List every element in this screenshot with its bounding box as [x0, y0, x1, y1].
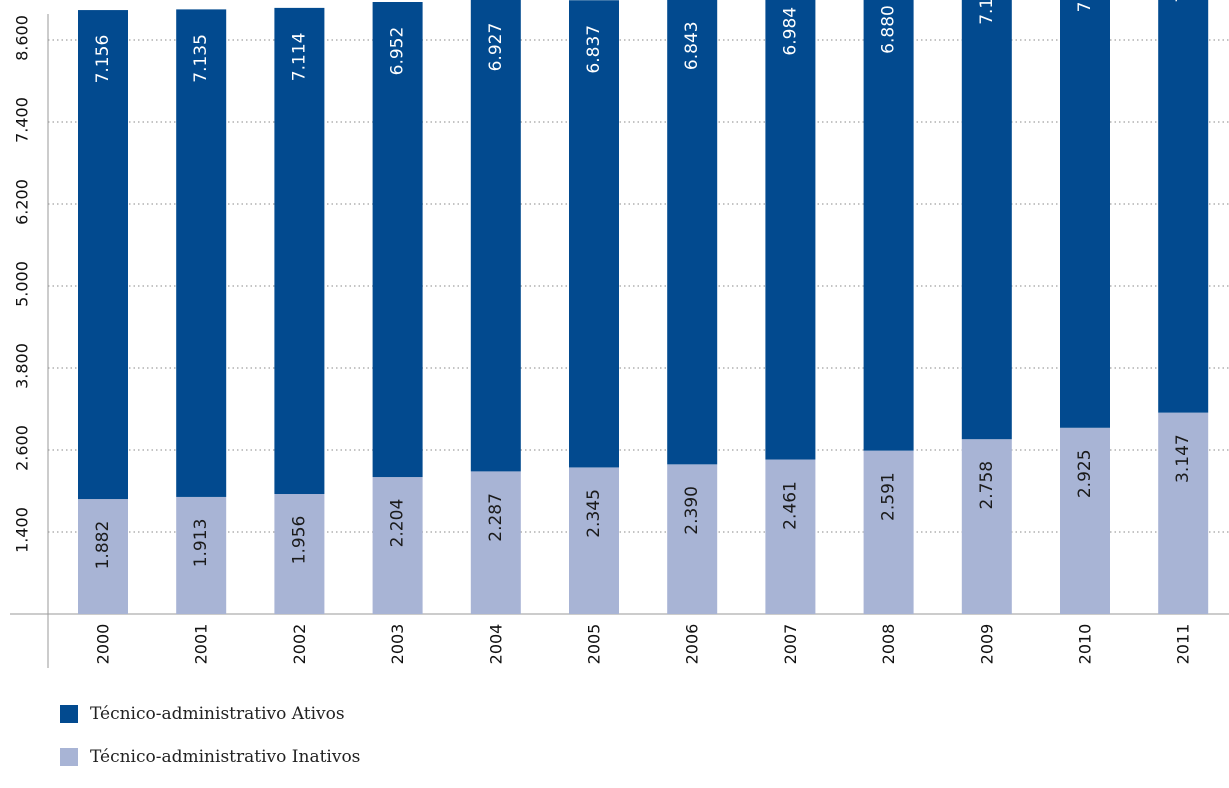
bar-label-ativos: 6.927	[486, 23, 506, 72]
bar-label-inativos: 2.390	[682, 486, 702, 535]
x-tick-label: 2003	[388, 624, 407, 665]
x-tick-label: 2008	[879, 624, 898, 665]
bar-inativos	[78, 499, 128, 614]
x-tick-label: 2001	[192, 624, 211, 665]
y-tick-label: 7.400	[13, 97, 32, 143]
legend-item-inativos: Técnico-administrativo Inativos	[60, 745, 360, 769]
bar-inativos	[1158, 412, 1209, 614]
bar-ativos	[470, 0, 521, 472]
bar-ativos	[1060, 0, 1110, 428]
stacked-bar-chart: 1.400 2.600 3.800 5.000 6.200 7.400 8.600 1.882…	[10, 0, 1229, 668]
bar-ativos	[569, 0, 619, 468]
legend-label-ativos: Técnico-administrativo Ativos	[90, 704, 345, 724]
bar-label-ativos: 7.135	[191, 34, 211, 83]
bar-label-ativos: 6.843	[682, 21, 702, 70]
y-tick-label: 1.400	[13, 507, 32, 553]
legend-label-inativos: Técnico-administrativo Inativos	[90, 747, 361, 767]
x-tick-label: 2004	[486, 624, 505, 665]
bar-label-inativos: 1.956	[289, 516, 309, 565]
x-tick-label: 2011	[1174, 624, 1193, 665]
legend-item-ativos: Técnico-administrativo Ativos	[60, 702, 360, 726]
bar-label-inativos: 3.147	[1173, 434, 1193, 483]
bar-ativos	[78, 10, 128, 500]
legend-swatch-inativos	[60, 748, 78, 766]
x-tick-label: 2000	[94, 624, 113, 665]
x-tick-label: 2002	[290, 624, 309, 665]
bar-ativos	[765, 0, 816, 460]
bar-ativos	[1158, 0, 1209, 413]
bar-inativos	[274, 494, 325, 614]
y-tick-label: 6.200	[13, 179, 32, 225]
bar-ativos	[667, 0, 718, 465]
x-tick-label: 2005	[585, 624, 604, 665]
bar-label-ativos: 6.837	[584, 25, 604, 74]
bar-inativos	[765, 459, 816, 614]
bar-label-ativos: 6.880	[879, 5, 899, 54]
bar-inativos	[372, 477, 423, 614]
bar-label-ativos: 7.114	[289, 33, 309, 82]
bar-inativos	[667, 464, 718, 614]
bar-label-inativos: 2.591	[879, 472, 899, 521]
bar-ativos	[274, 7, 325, 495]
bar-label-inativos: 2.345	[584, 489, 604, 538]
bar-inativos	[1060, 427, 1110, 614]
legend-swatch-ativos	[60, 705, 78, 723]
x-tick-label: 2007	[781, 624, 800, 665]
bar-ativos	[176, 9, 227, 497]
y-tick-label: 8.600	[13, 15, 32, 61]
bar-ativos	[961, 0, 1012, 440]
x-tick-label: 2010	[1076, 624, 1095, 665]
y-tick-label: 5.000	[13, 261, 32, 307]
bar-label-ativos: 6.952	[388, 27, 408, 76]
y-tick-label: 2.600	[13, 425, 32, 471]
legend: Técnico-administrativo Ativos Técnico-ad…	[60, 702, 360, 788]
bar-label-inativos: 2.287	[486, 493, 506, 542]
bar-label-ativos: 6.984	[780, 7, 800, 56]
bar-inativos	[569, 467, 619, 614]
bar-label-inativos: 1.913	[191, 519, 211, 568]
bar-label-inativos: 1.882	[93, 521, 113, 570]
bar-label-ativos: 7.073	[1173, 0, 1193, 3]
x-tick-label: 2006	[683, 624, 702, 665]
bar-inativos	[961, 439, 1012, 614]
bar-label-inativos: 2.925	[1075, 449, 1095, 498]
bar-label-ativos: 7.156	[93, 35, 113, 84]
bar-ativos	[863, 0, 914, 451]
bar-inativos	[863, 450, 914, 614]
bar-label-inativos: 2.461	[780, 481, 800, 530]
bar-label-ativos: 7.138	[977, 0, 997, 25]
bar-label-inativos: 2.758	[977, 461, 997, 510]
bar-label-ativos: 7.153	[1075, 0, 1095, 12]
bar-inativos	[470, 471, 521, 614]
bar-label-inativos: 2.204	[388, 499, 408, 548]
x-tick-label: 2009	[977, 624, 996, 665]
bar-ativos	[372, 2, 423, 478]
y-tick-label: 3.800	[13, 343, 32, 389]
bar-inativos	[176, 496, 227, 614]
